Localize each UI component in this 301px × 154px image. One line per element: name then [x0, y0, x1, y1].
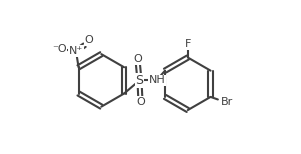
Text: O: O	[84, 35, 93, 45]
Text: O: O	[136, 97, 145, 107]
Text: NH: NH	[149, 75, 166, 85]
Text: F: F	[185, 39, 191, 49]
Text: Br: Br	[221, 97, 233, 107]
Text: N⁺: N⁺	[69, 46, 83, 56]
Text: ⁻O: ⁻O	[52, 44, 67, 54]
Text: O: O	[133, 54, 142, 64]
Text: S: S	[135, 74, 144, 87]
